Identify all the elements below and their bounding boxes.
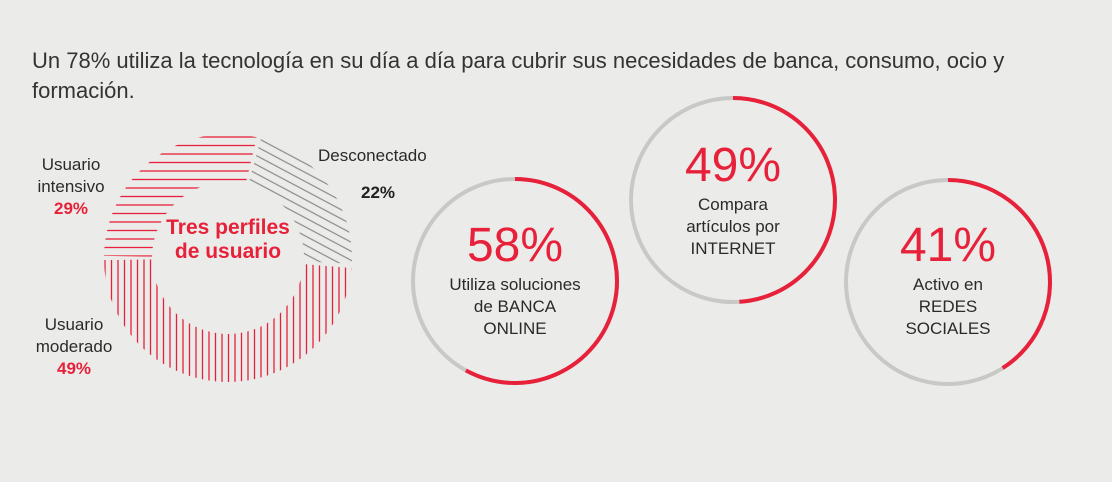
ring-banca-line1: Utiliza soluciones: [449, 275, 581, 294]
ring-progress-redes: [947, 178, 1052, 370]
ring-progress-internet: [732, 96, 837, 304]
ring-internet-value: 49%: [684, 139, 782, 192]
donut-center-title: Tres perfiles de usuario: [166, 216, 290, 263]
legend-desconectado-value: 22%: [361, 183, 396, 202]
ring-internet-text: 49% Compara artículos por INTERNET: [643, 140, 823, 260]
legend-moderado-name1: Usuario: [44, 315, 104, 334]
donut-slice-desconectado: [248, 138, 352, 264]
ring-banca-text: 58% Utiliza soluciones de BANCA ONLINE: [425, 220, 605, 340]
progress-rings: [411, 96, 1052, 386]
donut-chart: [104, 134, 352, 383]
donut-slice-moderado: [104, 259, 352, 383]
ring-banca-line2: de BANCA: [473, 297, 557, 316]
legend-moderado-name2: moderado: [35, 337, 113, 356]
legend-moderado-value: 49%: [56, 359, 92, 378]
ring-internet-line1: Compara: [698, 195, 768, 214]
ring-internet-line2: artículos por: [686, 217, 780, 236]
ring-internet-line3: INTERNET: [690, 239, 776, 258]
legend-intensivo-name2: intensivo: [37, 177, 105, 196]
legend-intensivo-name1: Usuario: [41, 155, 101, 174]
ring-progress-banca: [464, 177, 619, 385]
ring-banca-line3: ONLINE: [483, 319, 547, 338]
ring-redes-line3: SOCIALES: [905, 319, 991, 338]
ring-redes-line1: Activo en: [913, 275, 983, 294]
donut-slice-intensivo: [104, 134, 257, 257]
ring-redes-text: 41% Activo en REDES SOCIALES: [858, 220, 1038, 340]
ring-banca-value: 58%: [466, 219, 564, 272]
legend-intensivo: Usuario intensivo 29%: [26, 154, 116, 220]
ring-redes-line2: REDES: [918, 297, 978, 316]
legend-moderado: Usuario moderado 49%: [24, 314, 124, 380]
headline: Un 78% utiliza la tecnología en su día a…: [32, 48, 1005, 103]
ring-redes-value: 41%: [899, 219, 997, 272]
legend-desconectado-name: Desconectado: [318, 146, 427, 165]
legend-intensivo-value: 29%: [53, 199, 89, 218]
